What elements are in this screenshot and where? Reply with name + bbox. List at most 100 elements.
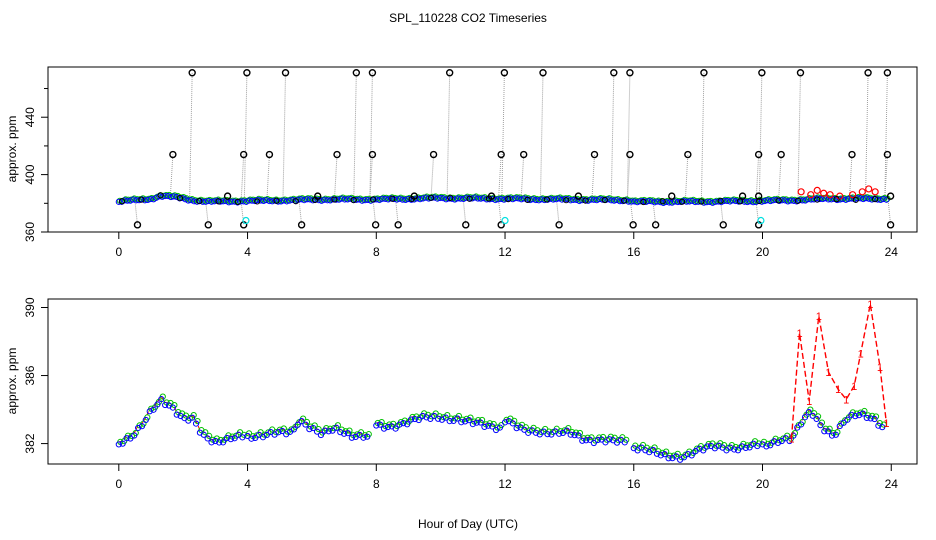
spike-line bbox=[169, 154, 174, 198]
series-point-blue bbox=[564, 195, 571, 203]
series-point-blue bbox=[396, 421, 403, 428]
spike-line bbox=[700, 72, 705, 202]
series-point-blue bbox=[509, 420, 516, 427]
series-point-blue bbox=[575, 432, 582, 439]
series-point-blue bbox=[150, 406, 157, 413]
series-point-blue bbox=[648, 198, 655, 205]
series-point-blue bbox=[392, 425, 399, 432]
series-point-blue bbox=[227, 436, 234, 443]
series-point-blue bbox=[377, 421, 384, 428]
series-point-blue bbox=[474, 195, 482, 202]
series-point-blue bbox=[185, 417, 192, 424]
series-point-blue bbox=[695, 198, 702, 205]
spike-line bbox=[134, 200, 138, 225]
series-point-blue bbox=[147, 195, 154, 203]
series-point-blue bbox=[290, 426, 297, 433]
series-point-blue bbox=[686, 198, 693, 205]
series-point-blue bbox=[119, 440, 126, 447]
raw-spike-point bbox=[574, 192, 583, 200]
series-point-blue bbox=[361, 197, 369, 204]
series-point-blue bbox=[852, 413, 859, 420]
series-point-blue bbox=[473, 419, 480, 426]
series-point-blue bbox=[611, 197, 618, 204]
series-point-blue bbox=[688, 452, 695, 459]
series-point-green bbox=[864, 194, 871, 201]
y-tick-label: 360 bbox=[23, 222, 37, 242]
series-point-blue bbox=[382, 195, 389, 202]
bottom-panel-frame bbox=[47, 298, 918, 465]
raw-point bbox=[872, 196, 879, 203]
spike-line bbox=[353, 72, 357, 200]
red-series-marker: 1 bbox=[796, 328, 802, 340]
series-point-blue bbox=[446, 417, 453, 425]
raw-spike-point bbox=[719, 221, 727, 229]
top-panel: approx. ppm 0 4 8 12 16 20 24 360 400 440 bbox=[5, 66, 918, 259]
raw-spike-point bbox=[445, 69, 454, 77]
series-point-blue bbox=[553, 196, 560, 203]
raw-spike-point bbox=[796, 69, 805, 77]
x-tick-label: 12 bbox=[498, 245, 512, 259]
series-point-blue bbox=[373, 422, 380, 429]
series-point-blue bbox=[373, 196, 380, 203]
raw-spike-point bbox=[462, 221, 470, 229]
series-point-blue bbox=[443, 196, 450, 203]
series-point-blue bbox=[532, 196, 540, 204]
raw-spike-point bbox=[883, 150, 892, 159]
series-point-blue bbox=[747, 198, 754, 205]
raw-point bbox=[505, 196, 512, 203]
series-point-blue bbox=[621, 439, 628, 446]
series-point-blue bbox=[671, 198, 679, 205]
calibration-point bbox=[242, 216, 250, 225]
series-point-blue bbox=[536, 431, 543, 438]
series-point-green bbox=[171, 192, 178, 199]
series-point-blue bbox=[440, 195, 447, 202]
series-point-blue bbox=[513, 425, 520, 432]
series-point-blue bbox=[590, 439, 597, 447]
raw-spike-point bbox=[629, 221, 637, 229]
series-point-blue bbox=[790, 197, 797, 204]
series-point-blue bbox=[162, 192, 169, 200]
raw-spike-point bbox=[539, 69, 547, 77]
raw-point bbox=[118, 198, 126, 205]
spike-line bbox=[556, 199, 560, 225]
series-point-blue bbox=[427, 415, 434, 422]
spike-line bbox=[684, 154, 689, 202]
raw-spike-point bbox=[626, 150, 634, 159]
spike-line bbox=[243, 72, 248, 202]
raw-spike-point bbox=[371, 221, 380, 229]
raw-spike-point bbox=[519, 150, 528, 159]
raw-point bbox=[756, 197, 763, 205]
series-point-blue bbox=[208, 198, 215, 205]
series-point-red bbox=[807, 191, 815, 199]
series-point-blue bbox=[219, 439, 227, 446]
series-point-blue bbox=[865, 195, 873, 202]
series-point-blue bbox=[734, 447, 742, 454]
series-point-blue bbox=[302, 421, 309, 428]
series-point-blue bbox=[763, 443, 770, 450]
series-point-blue bbox=[173, 193, 180, 201]
spike-line bbox=[189, 72, 193, 200]
bottom-panel-ylabel: approx. ppm bbox=[5, 348, 19, 415]
x-tick-label: 16 bbox=[627, 245, 641, 259]
series-point-blue bbox=[469, 421, 476, 428]
series-point-blue bbox=[669, 455, 676, 462]
raw-spike-point bbox=[886, 221, 895, 229]
series-point-blue bbox=[199, 198, 206, 205]
series-point-blue bbox=[579, 437, 586, 444]
raw-point bbox=[698, 198, 705, 205]
series-point-blue bbox=[492, 196, 499, 204]
series-point-blue bbox=[246, 197, 253, 204]
raw-spike-point bbox=[883, 69, 892, 77]
x-tick-label: 20 bbox=[756, 245, 770, 259]
series-point-blue bbox=[844, 416, 851, 423]
series-point-blue bbox=[219, 198, 227, 205]
series-point-blue bbox=[602, 439, 609, 446]
series-point-blue bbox=[344, 196, 351, 203]
series-point-blue bbox=[786, 437, 793, 445]
series-point-blue bbox=[616, 198, 624, 205]
series-point-blue bbox=[501, 419, 509, 426]
raw-spike-point bbox=[204, 221, 212, 229]
series-point-blue bbox=[706, 198, 713, 206]
series-point-blue bbox=[666, 199, 673, 206]
